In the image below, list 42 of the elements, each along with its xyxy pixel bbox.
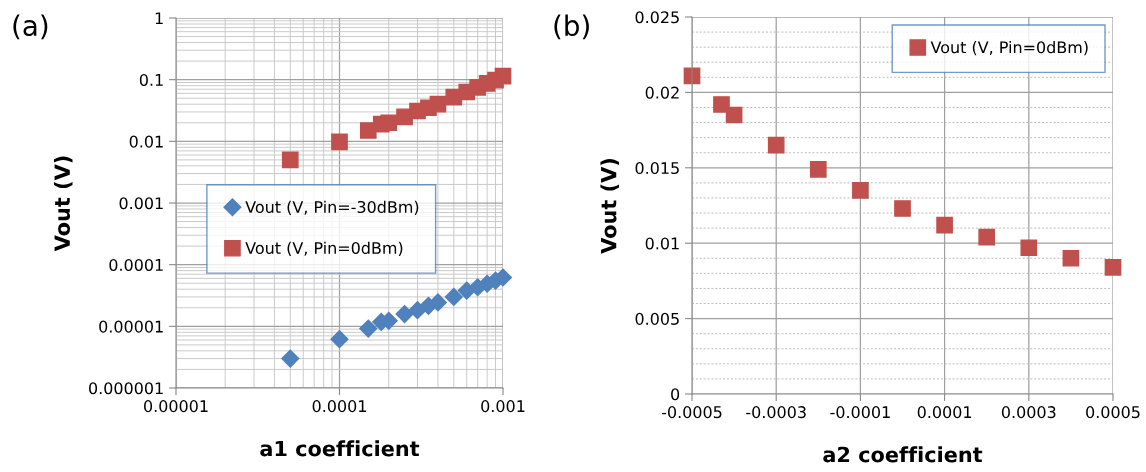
point xyxy=(713,96,730,113)
x-tick-label: -0.0001 xyxy=(830,406,890,419)
y-tick-label: 1 xyxy=(155,12,163,25)
x-tick-label: 0.0001 xyxy=(312,400,366,413)
y-tick-label: 0.001 xyxy=(119,197,163,210)
x-tick-label: 0.0005 xyxy=(1086,406,1140,419)
y-tick-label: 0.005 xyxy=(635,312,679,325)
legend-label: Vout (V, Pin=0dBm) xyxy=(245,241,403,256)
y-tick-label: 0 xyxy=(671,388,680,401)
chart-title: (b) xyxy=(554,14,589,40)
point xyxy=(725,106,743,124)
x-tick-label: 0.0003 xyxy=(1001,406,1056,419)
legend-label: Vout (V, Pin=0dBm) xyxy=(930,40,1088,56)
y-tick-label: 0.1 xyxy=(139,73,163,86)
y-axis-title: Vout (V) xyxy=(600,159,619,254)
point xyxy=(936,216,953,234)
x-tick-label: 0.0001 xyxy=(917,406,972,419)
y-tick-label: 0.01 xyxy=(129,135,163,148)
y-tick-label: 0.025 xyxy=(635,11,679,24)
y-tick-label: 0.000001 xyxy=(89,382,163,395)
y-tick-label: 0.015 xyxy=(635,162,679,175)
x-tick-label: -0.0005 xyxy=(661,406,722,419)
point xyxy=(1062,249,1080,267)
y-tick-label: 0.01 xyxy=(645,237,679,250)
point xyxy=(1020,239,1038,257)
y-tick-label: 0.00001 xyxy=(99,320,163,333)
point xyxy=(852,182,869,199)
chart-title: (a) xyxy=(13,14,48,40)
y-tick-label: 0.0001 xyxy=(109,258,163,271)
x-tick-label: -0.0003 xyxy=(746,406,806,419)
point xyxy=(1104,258,1122,276)
point xyxy=(894,200,911,217)
x-axis-title: a1 coefficient xyxy=(260,440,420,457)
x-tick-label: 0.00001 xyxy=(144,400,208,413)
point xyxy=(767,136,785,154)
x-axis-title: a2 coefficient xyxy=(823,446,983,463)
y-axis-title: Vout (V) xyxy=(53,156,73,252)
x-tick-label: 0.001 xyxy=(481,400,525,413)
point xyxy=(978,228,996,246)
y-tick-label: 0.02 xyxy=(645,86,679,99)
legend-label: Vout (V, Pin=-30dBm) xyxy=(245,200,419,215)
point xyxy=(809,160,827,178)
